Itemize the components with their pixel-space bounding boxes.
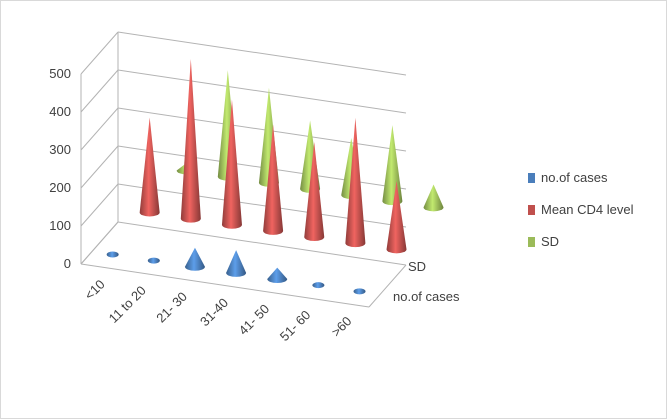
cone-1-5 [345,117,366,248]
cone-0-5 [312,282,325,289]
gridlines [80,31,407,266]
cone-1-2 [221,99,242,229]
cone-body [263,124,284,235]
gridline-side [80,183,119,227]
gridline-side [80,145,119,189]
cone-body [423,184,444,212]
cone-0-3 [226,250,247,277]
cone-body [267,267,288,284]
gridline-side [80,107,119,151]
cone-base [353,288,366,295]
legend-swatch [528,205,535,215]
gridline-back [117,31,407,76]
y-tick-label: 400 [49,104,71,119]
legend-entry: Mean CD4 level [541,202,634,217]
cone-base [147,257,160,264]
gridline-side [80,31,119,75]
cone-body [180,59,201,223]
depth-tick-label: SD [408,259,426,274]
cone-1-6 [386,180,407,254]
cone-body [184,247,205,271]
x-tick-label: >60 [328,313,354,339]
gridline-back [117,221,407,266]
y-tick-label: 300 [49,142,71,157]
x-tick-label: 21- 30 [153,289,190,326]
cone-body [139,117,160,217]
cone-0-6 [353,288,366,295]
legend-entry: no.of cases [541,170,608,185]
cone-1-4 [304,142,325,242]
cone-0-0 [106,251,119,258]
depth-tick-label: no.of cases [393,289,460,304]
cone-1-1 [180,59,201,223]
gridline-back [117,69,407,114]
cone-0-2 [184,247,205,271]
cone-1-0 [139,117,160,217]
x-tick-label: <10 [81,277,107,303]
legend: no.of cases Mean CD4 level SD [528,170,634,249]
cone-body [382,125,403,206]
depth-axis-ticks: no.of cases SD [393,259,460,304]
y-tick-label: 100 [49,218,71,233]
gridline-side [80,221,119,265]
cone-body [221,99,242,229]
cone-body [345,117,366,248]
cone-base [106,251,119,258]
x-tick-label: 11 to 20 [106,283,149,326]
cone-0-4 [267,267,288,284]
x-tick-label: 51- 60 [277,307,314,344]
legend-swatch [528,173,535,183]
y-axis-ticks: 0 100 200 300 400 500 [49,66,71,271]
chart-walls [80,32,407,308]
cone-body [386,180,407,254]
cone-base [312,282,325,289]
gridline-side [80,69,119,113]
cone-1-3 [263,124,284,235]
cone-2-5 [382,125,403,206]
cone-body [226,250,247,277]
cone-body [304,142,325,242]
y-tick-label: 0 [64,256,71,271]
y-tick-label: 200 [49,180,71,195]
cone-2-6 [423,184,444,212]
cone-0-1 [147,257,160,264]
legend-entry: SD [541,234,559,249]
x-tick-label: 41- 50 [236,301,273,338]
y-tick-label: 500 [49,66,71,81]
legend-swatch [528,237,535,247]
gridline-back [117,107,407,152]
x-tick-label: 31-40 [197,295,231,329]
cones [106,59,444,295]
